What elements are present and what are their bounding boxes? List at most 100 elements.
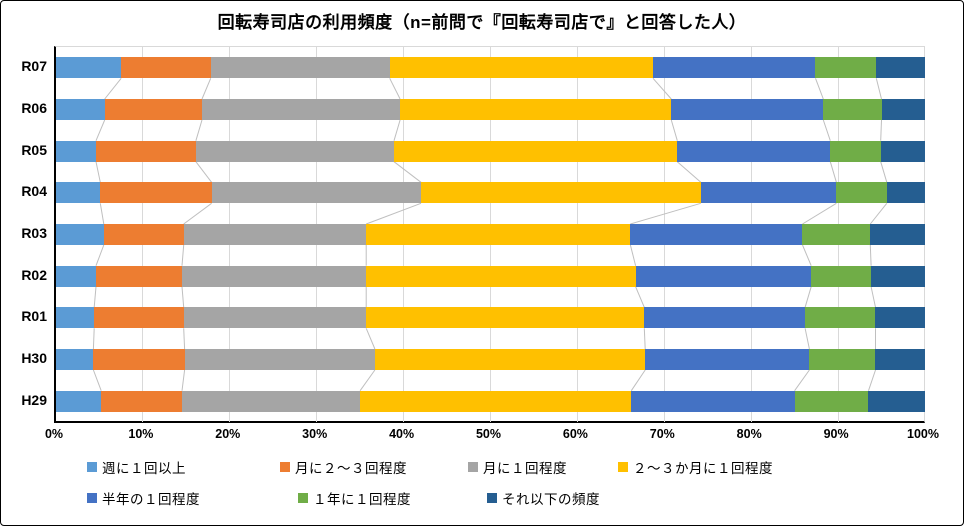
bar-segment — [56, 182, 101, 204]
bar-segment — [100, 182, 212, 204]
bar-segment — [103, 224, 184, 245]
legend-swatch-icon — [487, 493, 497, 503]
bar-segment — [875, 307, 925, 329]
bar-segment — [95, 265, 182, 287]
bar-segment — [181, 265, 367, 287]
legend-swatch-icon — [468, 462, 478, 472]
bar-segment — [56, 349, 94, 370]
bar-segment — [794, 390, 869, 412]
bar-segment — [183, 224, 367, 245]
bar-segment — [630, 224, 803, 245]
bar-segment — [677, 140, 831, 162]
bar-segment — [93, 349, 185, 370]
connector-line — [99, 203, 105, 225]
connector-line — [95, 161, 101, 183]
legend-swatch-icon — [87, 462, 97, 472]
bar-segment — [366, 224, 631, 245]
y-label-R02: R02 — [21, 266, 47, 283]
y-label-H30: H30 — [21, 350, 47, 366]
bar-segment — [56, 140, 96, 162]
legend-item-2: 月に２～３回程度 — [280, 457, 407, 477]
plot-area — [54, 46, 925, 423]
connector-line — [670, 119, 678, 141]
bar-segment — [875, 349, 925, 370]
connector-line — [802, 244, 812, 266]
legend-item-3: 月に１回程度 — [468, 457, 567, 477]
connector-line — [95, 119, 106, 141]
x-tick-70%: 70% — [649, 427, 675, 441]
plot-inner — [56, 47, 925, 422]
chart-title: 回転寿司店の利用頻度（n=前問で『回転寿司店で』と回答した人） — [217, 13, 747, 32]
connector-line — [181, 369, 186, 391]
bar-row-R01 — [56, 307, 925, 329]
series-connector-lines — [92, 77, 888, 391]
legend-item-4: ２～３か月に１回程度 — [618, 457, 773, 477]
legend-label: 月に２～３回程度 — [295, 461, 407, 476]
bar-segment — [394, 140, 678, 162]
y-label-R06: R06 — [21, 100, 47, 116]
connector-line — [201, 78, 212, 100]
connector-line — [635, 286, 645, 308]
bar-segment — [809, 349, 876, 370]
bar-segment — [210, 57, 390, 79]
bar-segment — [700, 182, 837, 204]
bar-segment — [101, 390, 182, 412]
x-tick-80%: 80% — [736, 427, 762, 441]
legend-swatch-icon — [280, 462, 290, 472]
bar-segment — [104, 99, 202, 120]
bar-row-R06 — [56, 99, 925, 120]
legend-label: 週に１回以上 — [102, 461, 186, 476]
connector-line — [822, 119, 831, 141]
connector-line — [92, 369, 102, 391]
bar-segment — [201, 99, 401, 120]
legend-swatch-icon — [87, 493, 97, 503]
bar-segment — [635, 265, 812, 287]
connector-line — [804, 328, 810, 350]
connector-line — [794, 369, 810, 391]
x-tick-100%: 100% — [907, 427, 939, 441]
connector-line — [195, 119, 203, 141]
bar-segment — [366, 265, 636, 287]
connector-line — [181, 286, 185, 308]
legend-item-1: 週に１回以上 — [87, 457, 186, 477]
bar-segment — [56, 99, 105, 120]
y-label-R03: R03 — [21, 225, 47, 241]
y-label-H29: H29 — [21, 391, 47, 408]
legend-item-5: 半年の１回程度 — [87, 488, 200, 508]
bar-segment — [183, 307, 367, 329]
bar-segment — [56, 57, 122, 79]
bar-row-R07 — [56, 57, 925, 79]
connector-line — [870, 286, 876, 308]
connector-line — [183, 328, 186, 350]
bar-segment — [802, 224, 871, 245]
bar-segment — [56, 224, 104, 245]
connector-line — [829, 161, 837, 183]
bar-segment — [374, 349, 646, 370]
bar-row-H29 — [56, 390, 925, 412]
bar-row-R05 — [56, 140, 925, 162]
legend-item-7: それ以下の頻度 — [487, 488, 600, 508]
bar-segment — [811, 265, 872, 287]
connector-line — [802, 202, 837, 225]
bar-segment — [815, 57, 877, 79]
bar-segment — [182, 390, 361, 412]
x-tick-40%: 40% — [389, 427, 415, 441]
bar-segment — [56, 390, 102, 412]
bar-segment — [871, 265, 925, 287]
legend-label: ２～３か月に１回程度 — [633, 461, 773, 476]
connector-line — [630, 369, 646, 391]
bar-segment — [805, 307, 876, 329]
legend-label: 半年の１回程度 — [102, 492, 200, 507]
bar-segment — [671, 99, 824, 120]
bar-segment — [645, 349, 810, 370]
bar-segment — [876, 57, 925, 79]
connector-line — [880, 161, 888, 183]
connector-line — [95, 244, 105, 266]
bar-segment — [195, 140, 395, 162]
bar-segment — [644, 307, 806, 329]
bar-row-H30 — [56, 349, 925, 370]
connector-line — [393, 161, 422, 183]
connector-line — [366, 202, 422, 225]
bar-segment — [121, 57, 211, 79]
